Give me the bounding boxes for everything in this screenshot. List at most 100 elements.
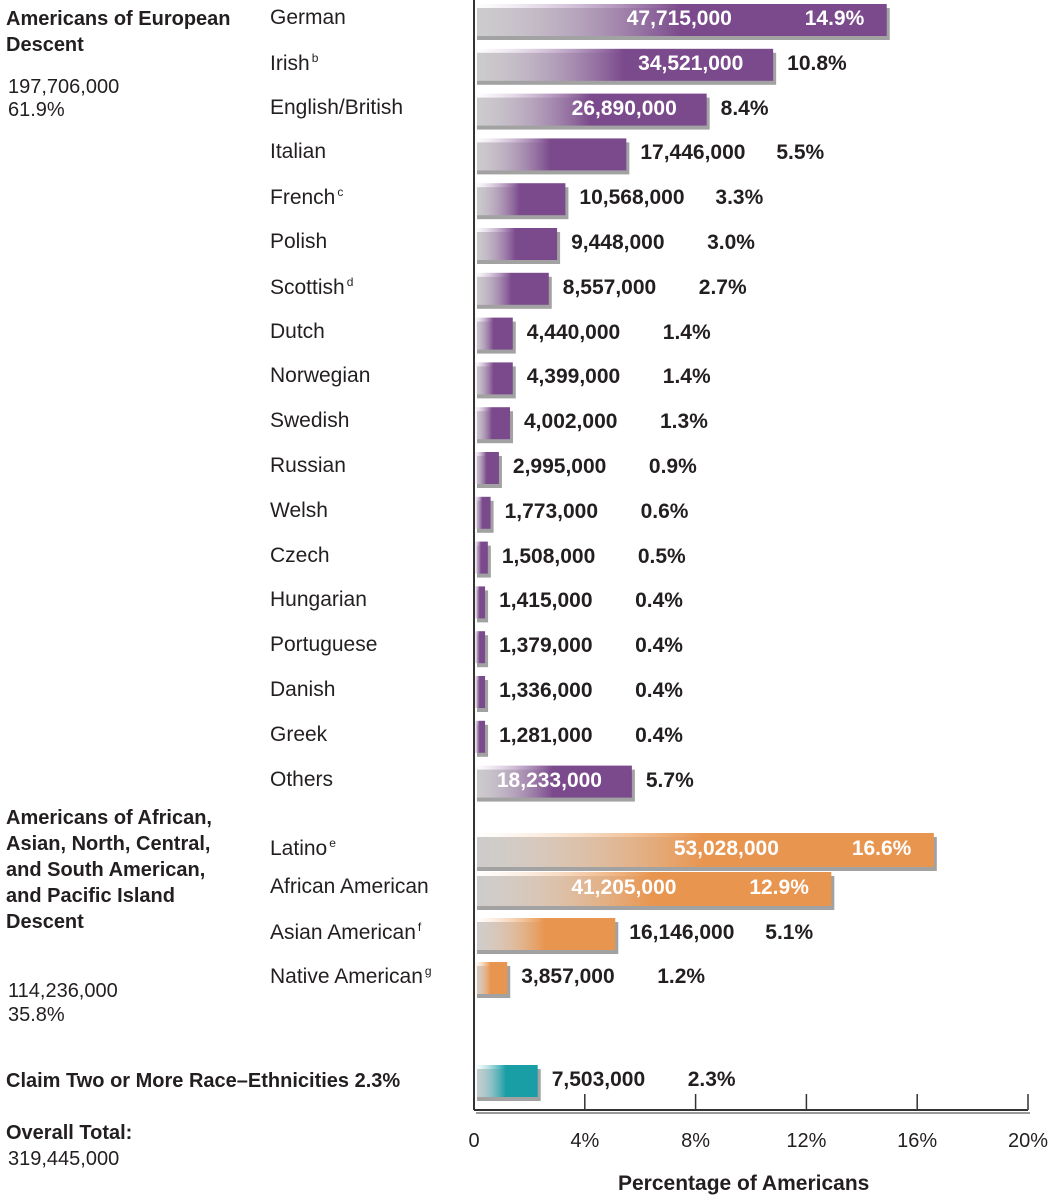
- bar-dutch: [474, 317, 513, 350]
- bar-czech: [474, 541, 488, 574]
- count-label: 1,281,000: [499, 723, 593, 747]
- bar-danish: [474, 676, 486, 708]
- category-label: Greek: [270, 723, 327, 747]
- category-name: Irish: [270, 51, 310, 75]
- category-label: Norwegian: [270, 364, 370, 388]
- overall-total-label: Overall Total:: [6, 1122, 133, 1144]
- x-axis-label: Percentage of Americans: [618, 1172, 870, 1195]
- bar-polish: [474, 228, 558, 260]
- category-label: Polish: [270, 230, 327, 254]
- category-label: African American: [270, 875, 429, 899]
- category-label: Swedish: [270, 409, 349, 433]
- category-name: Norwegian: [270, 364, 371, 388]
- category-label: Hungarian: [270, 588, 367, 612]
- bar-scottish: [474, 272, 549, 305]
- bar-welsh: [474, 496, 491, 529]
- bar-russian: [474, 452, 499, 484]
- percent-label: 14.9%: [804, 7, 865, 30]
- count-label: 4,440,000: [526, 320, 621, 344]
- count-label: 4,002,000: [524, 410, 618, 434]
- category-name: Others: [270, 767, 334, 791]
- percent-label: 0.4%: [635, 589, 683, 613]
- category-label: Others: [270, 768, 333, 792]
- category-name: Swedish: [270, 409, 350, 433]
- bar-irish: [474, 48, 774, 81]
- bar-french: [474, 183, 566, 216]
- category-name: German: [270, 6, 346, 29]
- percent-label: 10.8%: [787, 51, 847, 75]
- count-label: 18,233,000: [496, 768, 602, 792]
- bar-two-or-more: [474, 1065, 538, 1097]
- percent-label: 1.4%: [662, 365, 711, 389]
- percent-label: 0.4%: [635, 723, 683, 747]
- count-label: 1,508,000: [501, 544, 596, 568]
- footnote-marker: f: [417, 920, 422, 934]
- overall-total-value: 319,445,000: [8, 1148, 120, 1170]
- x-tick-label: 0: [468, 1130, 480, 1152]
- percent-label: 1.3%: [660, 410, 708, 434]
- percent-label: 2.3%: [687, 1068, 736, 1091]
- count-label: 47,715,000: [626, 7, 732, 30]
- category-label: Russian: [270, 454, 346, 478]
- bar-african-american: [474, 872, 832, 906]
- bar-portuguese: [474, 631, 486, 664]
- percent-label: 1.2%: [657, 965, 706, 988]
- bar-asian-american: [474, 918, 616, 950]
- count-label: 26,890,000: [571, 96, 677, 120]
- category-label: Czech: [270, 544, 330, 568]
- category-name: Polish: [270, 230, 328, 253]
- percent-label: 16.6%: [851, 837, 912, 860]
- percent-label: 0.5%: [637, 544, 686, 568]
- count-label: 41,205,000: [571, 876, 677, 899]
- category-name: Russian: [270, 454, 346, 477]
- count-label: 34,521,000: [638, 51, 744, 75]
- category-name: African American: [270, 875, 429, 898]
- count-label: 1,379,000: [499, 634, 593, 658]
- percent-label: 5.1%: [765, 921, 814, 944]
- bar-german: [474, 4, 887, 36]
- percent-label: 8.4%: [720, 96, 769, 120]
- category-name: French: [270, 186, 336, 210]
- bar-english-british: [474, 93, 707, 126]
- footnote-marker: e: [329, 836, 336, 850]
- footnote-marker: g: [424, 964, 432, 978]
- category-label: Asian American f: [270, 920, 421, 945]
- count-label: 1,336,000: [499, 679, 593, 702]
- percent-label: 0.6%: [640, 499, 689, 523]
- category-name: English/British: [270, 95, 404, 119]
- count-label: 17,446,000: [640, 141, 746, 165]
- group-title-european: Americans of European Descent: [6, 8, 231, 56]
- category-label: Latino e: [270, 836, 336, 861]
- percent-label: 0.4%: [635, 679, 683, 702]
- category-name: Asian American: [270, 921, 416, 944]
- category-name: Latino: [270, 837, 328, 860]
- category-name: Danish: [270, 678, 336, 701]
- percent-label: 3.0%: [707, 231, 755, 254]
- category-name: Dutch: [270, 319, 325, 343]
- percent-label: 5.7%: [645, 768, 694, 792]
- category-label: Scottish d: [270, 275, 353, 300]
- x-tick-label: 4%: [570, 1130, 600, 1152]
- category-label: Native American g: [270, 964, 432, 989]
- group-total-other: 114,236,000: [8, 980, 118, 1002]
- count-label: 16,146,000: [629, 921, 735, 944]
- percent-label: 3.3%: [715, 186, 764, 210]
- percent-label: 2.7%: [698, 275, 747, 299]
- category-label: Portuguese: [270, 633, 377, 657]
- category-label: Italian: [270, 140, 326, 164]
- count-label: 3,857,000: [521, 965, 615, 988]
- count-label: 1,415,000: [499, 589, 593, 613]
- bar-greek: [474, 720, 486, 753]
- bar-native-american: [474, 962, 508, 994]
- percent-label: 1.4%: [662, 320, 711, 344]
- bar-norwegian: [474, 362, 513, 395]
- category-label: Dutch: [270, 320, 325, 344]
- bar-latino: [474, 833, 934, 867]
- count-label: 4,399,000: [526, 365, 621, 389]
- category-label: French c: [270, 185, 343, 210]
- category-name: Native American: [270, 965, 423, 988]
- percent-label: 0.9%: [648, 455, 697, 478]
- category-name: Greek: [270, 722, 328, 746]
